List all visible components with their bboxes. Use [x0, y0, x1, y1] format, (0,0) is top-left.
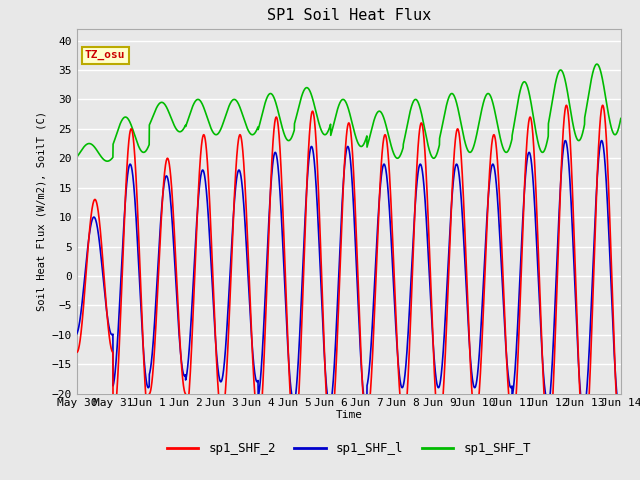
sp1_SHF_l — [135, 265, 143, 271]
sp1_SHF_T — [135, 144, 143, 150]
sp1_SHF_2 — [73, 349, 81, 355]
sp1_SHF_l — [73, 331, 81, 336]
sp1_SHF_l — [617, 406, 625, 412]
sp1_SHF_T — [548, 102, 556, 108]
Text: TZ_osu: TZ_osu — [85, 50, 125, 60]
sp1_SHF_2 — [305, 138, 313, 144]
sp1_SHF_2 — [607, 230, 614, 236]
sp1_SHF_T — [593, 61, 601, 67]
sp1_SHF_l — [305, 156, 313, 161]
sp1_SHF_T — [617, 116, 625, 121]
Legend: sp1_SHF_2, sp1_SHF_l, sp1_SHF_T: sp1_SHF_2, sp1_SHF_l, sp1_SHF_T — [162, 437, 536, 460]
sp1_SHF_2 — [282, 275, 289, 281]
sp1_SHF_2 — [548, 418, 556, 423]
Y-axis label: Soil Heat Flux (W/m2), SoilT (C): Soil Heat Flux (W/m2), SoilT (C) — [36, 111, 46, 311]
sp1_SHF_T — [73, 154, 81, 160]
sp1_SHF_l — [616, 408, 623, 414]
sp1_SHF_T — [282, 134, 289, 140]
Line: sp1_SHF_2: sp1_SHF_2 — [77, 105, 621, 446]
sp1_SHF_l — [548, 373, 556, 379]
sp1_SHF_l — [598, 138, 605, 144]
sp1_SHF_2 — [167, 178, 175, 184]
sp1_SHF_T — [104, 158, 111, 164]
Line: sp1_SHF_l: sp1_SHF_l — [77, 141, 621, 411]
sp1_SHF_2 — [599, 102, 607, 108]
Line: sp1_SHF_T: sp1_SHF_T — [77, 64, 621, 161]
sp1_SHF_2 — [135, 237, 143, 243]
sp1_SHF_l — [167, 204, 175, 210]
sp1_SHF_T — [607, 121, 614, 127]
Title: SP1 Soil Heat Flux: SP1 Soil Heat Flux — [267, 9, 431, 24]
sp1_SHF_l — [607, 264, 614, 269]
sp1_SHF_T — [168, 116, 175, 121]
sp1_SHF_l — [282, 297, 289, 302]
X-axis label: Time: Time — [335, 410, 362, 420]
sp1_SHF_T — [305, 87, 313, 93]
sp1_SHF_2 — [617, 444, 625, 449]
